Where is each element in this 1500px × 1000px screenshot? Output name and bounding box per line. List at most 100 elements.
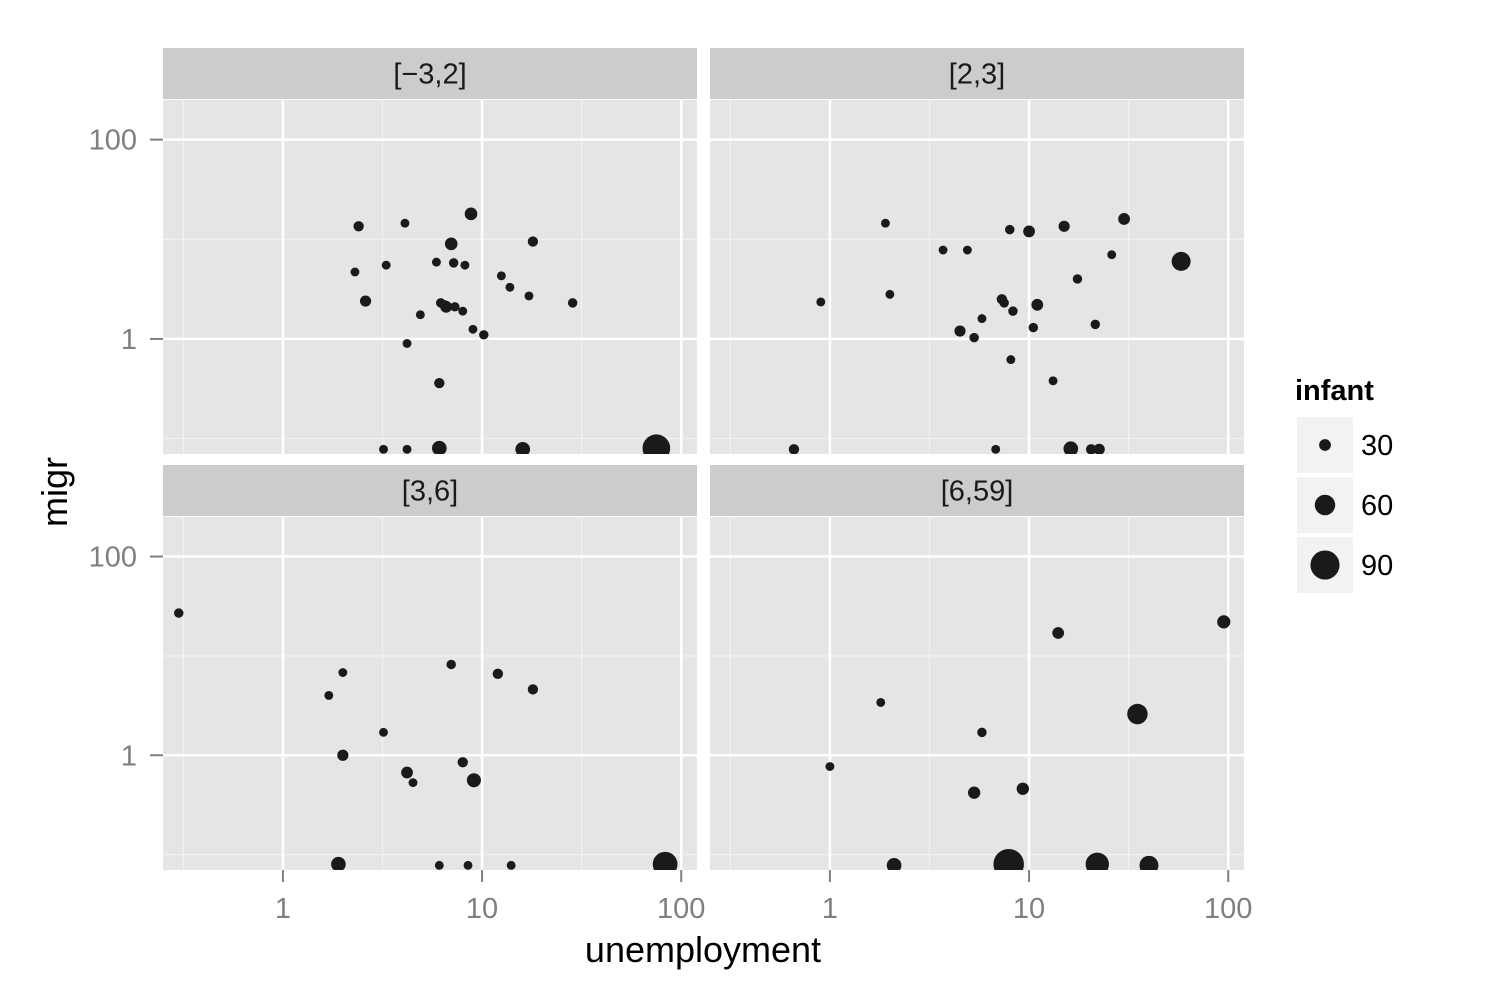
data-point xyxy=(993,848,1024,870)
facet-panels: [−3,2] [2,3] [3,6] [6,59] xyxy=(163,48,1244,870)
x-axis-title: unemployment xyxy=(585,929,821,970)
data-point xyxy=(446,659,456,670)
panel-background xyxy=(710,517,1244,870)
data-point xyxy=(977,314,987,324)
panel-background xyxy=(163,517,697,870)
facet-strip-label: [2,3] xyxy=(949,59,1005,91)
facet-points xyxy=(825,615,1231,870)
facet-points xyxy=(174,608,678,870)
legend-label: 60 xyxy=(1361,490,1393,522)
y-axis-title: migr xyxy=(34,457,75,527)
data-point xyxy=(431,440,447,454)
data-point xyxy=(886,857,902,870)
data-point xyxy=(954,325,966,337)
data-point xyxy=(999,298,1009,308)
data-point xyxy=(991,444,1001,454)
data-point xyxy=(479,330,489,340)
data-point xyxy=(492,668,504,679)
x-tick-label: 100 xyxy=(1204,893,1252,925)
data-point xyxy=(1171,251,1191,271)
data-point xyxy=(652,851,678,870)
x-tick-label: 1 xyxy=(275,893,291,925)
panel-background xyxy=(710,100,1244,454)
data-point xyxy=(1093,443,1105,454)
data-point xyxy=(1217,615,1231,629)
y-tick-label: 1 xyxy=(121,740,137,772)
data-point xyxy=(967,786,981,799)
legend: infant 30 60 90 xyxy=(1295,375,1393,593)
data-point xyxy=(324,690,334,700)
data-point xyxy=(359,295,372,307)
facet-points xyxy=(788,213,1191,454)
data-point xyxy=(408,778,418,788)
data-point xyxy=(642,434,671,454)
data-point xyxy=(331,856,346,870)
facet-panel: [3,6] xyxy=(163,465,697,870)
facet-points xyxy=(350,207,671,454)
data-point xyxy=(468,324,478,334)
data-point xyxy=(434,377,445,389)
data-point xyxy=(1063,441,1079,454)
data-point xyxy=(1023,225,1035,238)
data-point xyxy=(524,291,534,301)
data-point xyxy=(1139,855,1159,870)
y-tick-label: 1 xyxy=(121,324,137,356)
data-point xyxy=(1072,274,1083,284)
data-point xyxy=(338,668,348,677)
data-point xyxy=(431,257,441,267)
data-point xyxy=(174,608,184,618)
data-point xyxy=(876,698,886,707)
facet-panel: [−3,2] xyxy=(163,48,697,454)
data-point xyxy=(466,773,481,788)
data-point xyxy=(527,684,539,695)
data-point xyxy=(434,860,444,870)
data-point xyxy=(464,207,478,221)
facet-panel: [2,3] xyxy=(710,48,1244,454)
data-point xyxy=(962,245,972,255)
y-tick-label: 100 xyxy=(89,125,137,157)
facet-panel: [6,59] xyxy=(710,465,1244,870)
data-point xyxy=(1058,220,1070,232)
data-point xyxy=(977,727,987,738)
data-point xyxy=(788,444,800,454)
data-point xyxy=(415,310,425,320)
data-point xyxy=(825,762,835,771)
data-point xyxy=(400,218,410,228)
data-point xyxy=(1028,322,1039,333)
facet-strip-label: [3,6] xyxy=(402,476,458,508)
data-point xyxy=(496,271,506,281)
x-tick-label: 100 xyxy=(657,893,705,925)
x-tick-label: 10 xyxy=(466,893,498,925)
legend-key-point xyxy=(1314,494,1336,516)
data-point xyxy=(1085,444,1097,454)
data-point xyxy=(401,766,413,779)
legend-entry: 30 xyxy=(1297,417,1393,473)
facet-strip xyxy=(710,48,1244,99)
data-point xyxy=(567,298,578,308)
data-point xyxy=(816,297,826,307)
data-point xyxy=(527,236,539,247)
facet-strip xyxy=(163,48,697,99)
facet-strip-label: [6,59] xyxy=(941,476,1014,508)
data-point xyxy=(402,339,412,348)
legend-label: 90 xyxy=(1361,550,1393,582)
data-point xyxy=(450,302,460,312)
y-tick-label: 100 xyxy=(89,542,137,574)
data-point xyxy=(379,444,388,454)
data-point xyxy=(885,289,895,299)
data-point xyxy=(1005,224,1015,235)
data-point xyxy=(1107,250,1117,260)
legend-entry: 90 xyxy=(1297,537,1393,593)
facet-strip-label: [−3,2] xyxy=(393,59,466,91)
data-point xyxy=(460,260,470,270)
legend-entry: 60 xyxy=(1297,477,1393,533)
data-point xyxy=(440,300,450,310)
data-point xyxy=(506,860,516,870)
legend-key-point xyxy=(1319,439,1331,451)
data-point xyxy=(350,267,360,277)
data-point xyxy=(457,757,468,768)
data-point xyxy=(463,860,473,870)
data-point xyxy=(1052,627,1065,639)
data-point xyxy=(458,306,468,316)
